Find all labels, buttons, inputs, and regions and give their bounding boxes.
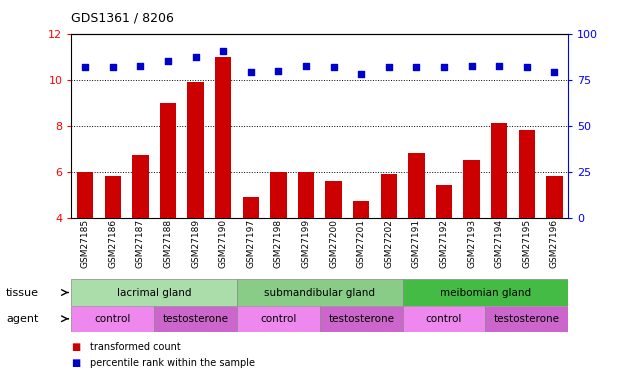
Point	[108, 64, 118, 70]
Bar	[71, 279, 237, 306]
Bar	[381, 174, 397, 309]
Text: testosterone: testosterone	[329, 314, 394, 324]
Bar	[325, 181, 342, 309]
Bar	[408, 153, 425, 309]
Bar	[243, 197, 259, 309]
Point	[329, 64, 338, 70]
Point	[412, 64, 422, 70]
Point	[218, 48, 228, 54]
Bar	[215, 57, 232, 309]
Bar	[160, 103, 176, 309]
Text: submandibular gland: submandibular gland	[265, 288, 375, 297]
Bar	[402, 279, 568, 306]
Point	[384, 64, 394, 70]
Text: testosterone: testosterone	[163, 314, 229, 324]
Text: control: control	[94, 314, 131, 324]
Point	[494, 63, 504, 69]
Bar	[486, 306, 568, 332]
Text: control: control	[260, 314, 297, 324]
Bar	[132, 156, 148, 309]
Point	[356, 71, 366, 77]
Point	[439, 64, 449, 70]
Bar	[71, 306, 154, 332]
Point	[163, 58, 173, 64]
Bar	[297, 172, 314, 309]
Text: meibomian gland: meibomian gland	[440, 288, 531, 297]
Point	[550, 69, 560, 75]
Point	[246, 69, 256, 75]
Bar	[154, 306, 237, 332]
Bar	[463, 160, 480, 309]
Text: percentile rank within the sample: percentile rank within the sample	[90, 358, 255, 368]
Text: lacrimal gland: lacrimal gland	[117, 288, 191, 297]
Point	[191, 54, 201, 60]
Text: agent: agent	[6, 314, 39, 324]
Text: ■: ■	[71, 358, 81, 368]
Point	[466, 63, 476, 69]
Bar	[320, 306, 402, 332]
Bar	[436, 185, 452, 309]
Bar	[519, 130, 535, 309]
Text: tissue: tissue	[6, 288, 39, 297]
Text: ■: ■	[71, 342, 81, 352]
Point	[522, 64, 532, 70]
Text: testosterone: testosterone	[494, 314, 560, 324]
Point	[273, 68, 283, 74]
Bar	[546, 176, 563, 309]
Text: transformed count: transformed count	[90, 342, 181, 352]
Bar	[237, 279, 402, 306]
Text: GDS1361 / 8206: GDS1361 / 8206	[71, 11, 175, 24]
Bar	[104, 176, 121, 309]
Bar	[77, 172, 94, 309]
Bar	[188, 82, 204, 309]
Text: control: control	[426, 314, 462, 324]
Point	[80, 64, 90, 70]
Point	[301, 63, 311, 69]
Bar	[402, 306, 486, 332]
Point	[135, 63, 145, 69]
Bar	[353, 201, 369, 309]
Bar	[237, 306, 320, 332]
Bar	[491, 123, 507, 309]
Bar	[270, 172, 287, 309]
